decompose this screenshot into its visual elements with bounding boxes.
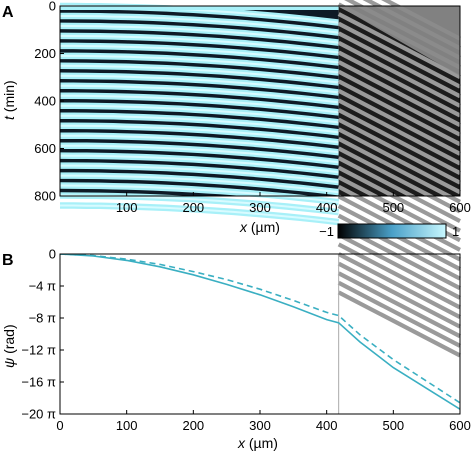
fringe-cyan-core [59,154,339,174]
fringe-cyan-core [60,164,339,184]
fringe-cyan-core [60,124,339,144]
fringe-gray [337,280,461,348]
fringe-cyan-core [60,54,339,74]
y-tick-label: −20 π [21,407,56,422]
x-tick-label: 300 [249,200,271,215]
fringe-cyan-core [60,15,339,34]
fringe-cyan-core [60,84,339,104]
y-tick-label: 0 [49,247,56,262]
panel-b-x-ticks: 0 100 200 300 400 500 600 [56,410,471,433]
fringe-gray [337,136,461,204]
fringe-gray [337,98,461,166]
series-solid-line [60,254,460,410]
y-tick-label: 400 [34,94,56,109]
panel-a-letter: A [2,4,14,21]
x-tick-label: 400 [316,200,338,215]
heatmap-cyan-region [59,2,340,226]
panel-a-y-axis-label: t (min) [1,80,17,120]
panel-a-x-ticks: 100 200 300 400 500 600 [116,192,471,215]
fringe-cyan-core [60,174,339,194]
x-tick-label: 300 [249,418,271,433]
x-tick-label: 200 [182,418,204,433]
fringe-cyan-core [60,44,339,64]
x-tick-label: 500 [382,418,404,433]
fringe-gray [337,290,461,358]
fringe-gray [337,40,461,108]
fringe-gray [337,21,461,89]
fringe-gray [337,261,461,329]
fringe-gray [337,50,461,118]
series-dashed-line [60,254,460,404]
fringe-gray [337,60,461,127]
panel-a-x-axis-label: x (µm) [239,219,280,235]
y-tick-label: 200 [34,46,56,61]
panel-b-y-axis-label: ψ (rad) [1,324,17,368]
fringe-cyan-core [60,94,339,114]
y-tick-label: −4 π [29,279,56,294]
fringe-gray [337,117,461,185]
x-tick-label: 600 [449,418,471,433]
fringe-gray [337,79,461,147]
fringe-gray [337,165,461,233]
colorbar: −1 1 [319,223,459,239]
fringe-top-strip [60,6,339,10]
fringe-gray [337,88,461,156]
fringe-cyan-core [59,64,339,84]
fringe-gray [337,232,461,300]
fringe-cyan-core [59,34,339,54]
fringe-gray [337,12,461,79]
colorbar-max-label: 1 [452,224,459,239]
fringe-gray [337,271,461,339]
fringe-cyan-core [59,24,339,44]
y-tick-label: 0 [49,0,56,14]
y-tick-label: −16 π [21,375,56,390]
y-tick-label: −12 π [21,343,56,358]
fringe-cyan-core [60,204,339,224]
panel-b-letter: B [2,252,14,269]
y-tick-label: 800 [34,189,56,204]
x-tick-label: 500 [382,200,404,215]
y-tick-label: −8 π [29,311,56,326]
gray-uniform-region [338,6,460,76]
y-tick-label: 600 [34,141,56,156]
heatmap-gray-region [337,0,461,358]
panel-a-y-ticks: 0 200 400 600 800 [34,0,64,204]
fringe-gray [337,31,461,99]
fringe-cyan-core [60,134,339,154]
fringe-gray [337,242,461,310]
x-tick-label: 200 [182,200,204,215]
x-tick-label: 100 [116,418,138,433]
panel-b-x-axis-label: x (µm) [237,435,278,451]
colorbar-min-label: −1 [319,224,334,239]
fringe-cyan-core [60,144,339,164]
fringe-gray [337,156,461,223]
x-tick-label: 600 [449,200,471,215]
x-tick-label: 100 [116,200,138,215]
fringe-gray [337,108,461,175]
panel-b: B 0 100 200 300 400 500 600 0 −4 π −8 π −12 π −16 … [1,247,471,452]
fringe-gray [337,146,461,214]
fringe-cyan-core [60,104,339,124]
colorbar-gradient [337,223,447,239]
x-tick-label: 400 [316,418,338,433]
x-tick-label: 0 [56,418,63,433]
panel-b-y-ticks: 0 −4 π −8 π −12 π −16 π −20 π [21,247,64,422]
fringe-gray [337,252,461,319]
fringe-cyan-core [59,114,339,134]
fringe-gray [337,184,461,252]
fringe-gray [337,127,461,195]
fringe-gray [337,69,461,137]
fringe-cyan-core [59,184,339,204]
panel-a: A 100 200 300 400 500 600 0 200 400 600 800 x (µm… [1,0,471,358]
fringe-cyan-core [59,74,339,94]
